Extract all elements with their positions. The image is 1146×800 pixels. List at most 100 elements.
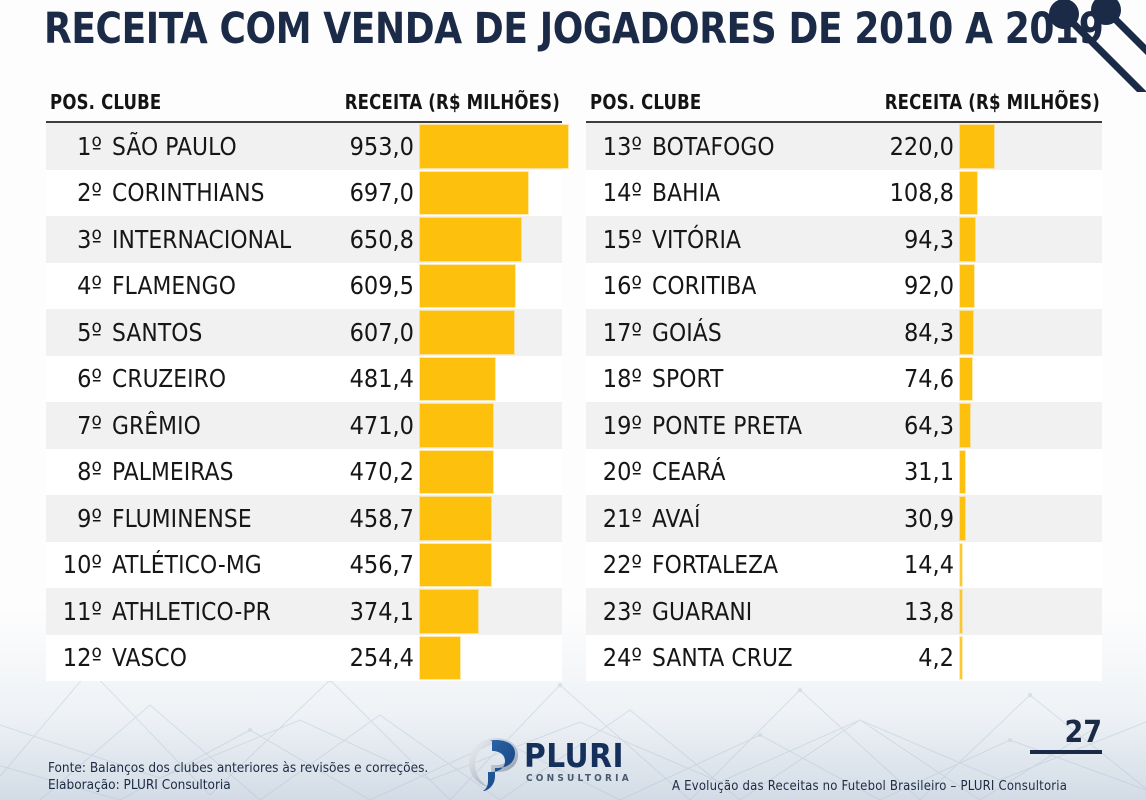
revenue-bar: [960, 590, 963, 633]
revenue-bar: [960, 636, 962, 679]
revenue-bar: [960, 404, 970, 447]
table-row: 3º INTERNACIONAL 650,8: [46, 216, 562, 263]
revenue-bar: [960, 125, 995, 168]
cell-club-name: ATHLETICO-PR: [112, 596, 271, 626]
cell-revenue-value: 94,3: [903, 224, 954, 254]
cell-position: 1º: [77, 131, 102, 161]
cell-bar: [960, 309, 1102, 356]
cell-club-name: ATLÉTICO-MG: [112, 550, 262, 580]
pluri-tagline: CONSULTORIA: [526, 773, 632, 784]
cell-bar: [960, 123, 1102, 170]
cell-club-name: FLAMENGO: [112, 271, 236, 301]
cell-position: 7º: [77, 410, 102, 440]
cell-revenue-value: 254,4: [349, 643, 414, 673]
cell-revenue-value: 470,2: [349, 457, 414, 487]
cell-revenue-value: 4,2: [918, 643, 954, 673]
table-header-right: POS. CLUBE RECEITA (R$ MILHÕES): [586, 88, 1102, 123]
cell-position: 21º: [602, 503, 642, 533]
cell-revenue-value: 64,3: [903, 410, 954, 440]
revenue-bar: [960, 450, 965, 493]
revenue-bar: [960, 264, 975, 307]
cell-club-name: PALMEIRAS: [112, 457, 234, 487]
cell-position: 3º: [77, 224, 102, 254]
table-row: 24º SANTA CRUZ 4,2: [586, 634, 1102, 681]
revenue-bar: [960, 497, 965, 540]
source-note-line1: Fonte: Balanços dos clubes anteriores às…: [48, 760, 429, 776]
cell-bar: [960, 216, 1102, 263]
column-header-receita: RECEITA (R$ MILHÕES): [884, 90, 1100, 114]
revenue-bar: [960, 357, 972, 400]
cell-position: 12º: [62, 643, 102, 673]
cell-bar: [960, 495, 1102, 542]
cell-revenue-value: 471,0: [349, 410, 414, 440]
revenue-bar: [420, 171, 529, 214]
cell-club-name: AVAÍ: [652, 503, 701, 533]
cell-bar: [420, 123, 568, 170]
cell-club-name: FORTALEZA: [652, 550, 779, 580]
cell-club-name: CRUZEIRO: [112, 364, 227, 394]
cell-club-name: FLUMINENSE: [112, 503, 252, 533]
cell-revenue-value: 609,5: [349, 271, 414, 301]
revenue-bar: [960, 543, 963, 586]
cell-revenue-value: 14,4: [903, 550, 954, 580]
cell-bar: [960, 402, 1102, 449]
cell-bar: [420, 495, 562, 542]
cell-bar: [960, 588, 1102, 635]
cell-position: 8º: [77, 457, 102, 487]
cell-club-name: GRÊMIO: [112, 410, 201, 440]
revenue-bar: [420, 264, 515, 307]
cell-revenue-value: 13,8: [903, 596, 954, 626]
cell-club-name: CORINTHIANS: [112, 178, 265, 208]
pluri-wordmark: PLURI: [524, 736, 625, 775]
cell-position: 11º: [62, 596, 102, 626]
cell-club-name: SANTOS: [112, 317, 203, 347]
revenue-bar: [960, 218, 975, 261]
cell-revenue-value: 74,6: [903, 364, 954, 394]
cell-bar: [420, 356, 562, 403]
cell-club-name: SÃO PAULO: [112, 131, 237, 161]
cell-position: 10º: [62, 550, 102, 580]
cell-position: 4º: [77, 271, 102, 301]
cell-bar: [960, 170, 1102, 217]
cell-revenue-value: 108,8: [889, 178, 954, 208]
table-row: 15º VITÓRIA 94,3: [586, 216, 1102, 263]
cell-position: 16º: [602, 271, 642, 301]
table-row: 19º PONTE PRETA 64,3: [586, 402, 1102, 449]
footer-caption: A Evolução das Receitas no Futebol Brasi…: [672, 779, 1068, 794]
table-row: 17º GOIÁS 84,3: [586, 309, 1102, 356]
cell-bar: [420, 170, 562, 217]
cell-club-name: CORITIBA: [652, 271, 757, 301]
cell-club-name: VASCO: [112, 643, 188, 673]
cell-revenue-value: 92,0: [903, 271, 954, 301]
cell-position: 6º: [77, 364, 102, 394]
pluri-swirl-icon: [466, 735, 522, 792]
table-row: 6º CRUZEIRO 481,4: [46, 355, 562, 403]
cell-position: 24º: [602, 643, 642, 673]
revenue-bar: [420, 125, 568, 168]
table-row: 16º CORITIBA 92,0: [586, 262, 1102, 310]
table-row: 13º BOTAFOGO 220,0: [586, 123, 1102, 170]
page-title: RECEITA COM VENDA DE JOGADORES DE 2010 A…: [44, 4, 1104, 54]
cell-position: 20º: [602, 457, 642, 487]
cell-bar: [960, 263, 1102, 310]
table-row: 10º ATLÉTICO-MG 456,7: [46, 541, 562, 588]
cell-club-name: VITÓRIA: [652, 224, 742, 254]
cell-bar: [420, 402, 562, 449]
cell-bar: [420, 449, 562, 496]
page-number: 27: [1030, 718, 1102, 754]
cell-revenue-value: 650,8: [349, 224, 414, 254]
revenue-bar: [960, 311, 974, 354]
table-row: 21º AVAÍ 30,9: [586, 495, 1102, 542]
cell-bar: [960, 542, 1102, 589]
cell-club-name: PONTE PRETA: [652, 410, 803, 440]
cell-club-name: BAHIA: [652, 178, 721, 208]
cell-revenue-value: 220,0: [889, 131, 954, 161]
source-note-line2: Elaboração: PLURI Consultoria: [48, 777, 231, 793]
table-row: 7º GRÊMIO 471,0: [46, 402, 562, 449]
table-row: 4º FLAMENGO 609,5: [46, 262, 562, 310]
cell-bar: [420, 263, 562, 310]
revenue-bar: [420, 450, 494, 493]
table-row: 23º GUARANI 13,8: [586, 588, 1102, 635]
table-row: 1º SÃO PAULO 953,0: [46, 123, 568, 170]
